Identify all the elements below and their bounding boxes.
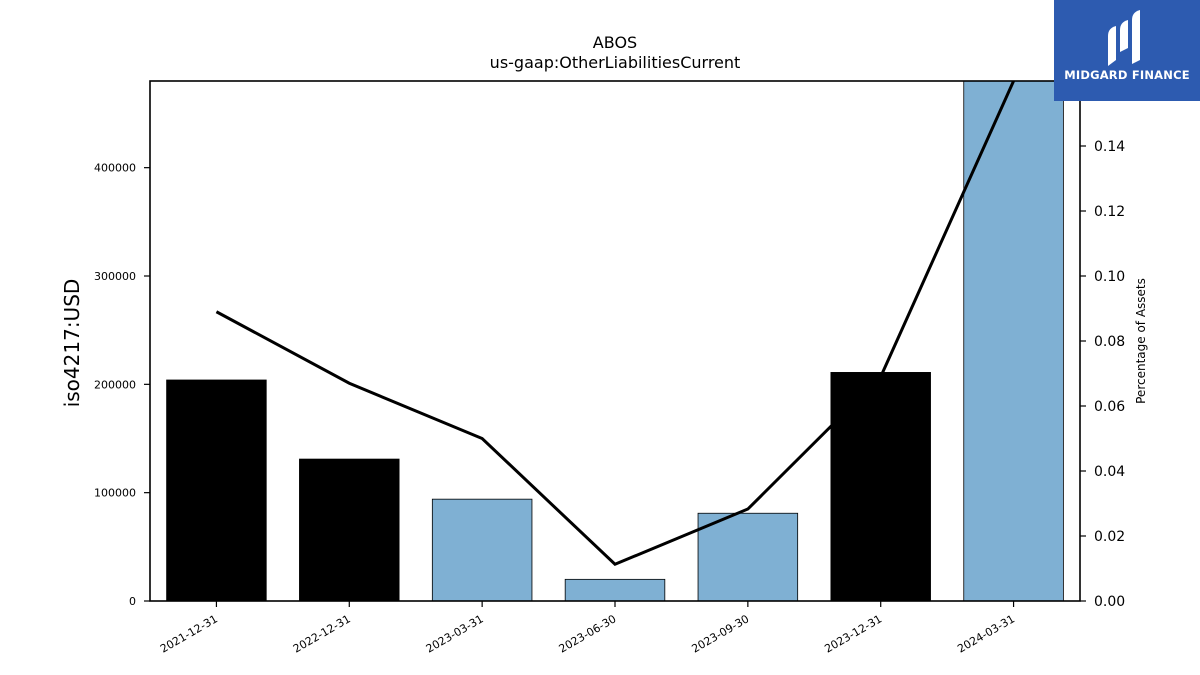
right-tick-label: 0.14 — [1094, 139, 1125, 155]
right-tick-label: 0.10 — [1094, 269, 1125, 285]
left-tick-label: 300000 — [94, 270, 136, 283]
left-tick-label: 400000 — [94, 162, 136, 175]
left-tick-label: 200000 — [94, 378, 136, 391]
left-ticks: 0 100000 200000 300000 400000 — [94, 162, 150, 608]
bar-2023-09-30 — [697, 512, 799, 602]
bar-2023-12-31 — [830, 372, 931, 602]
bar-2022-12-31 — [299, 458, 400, 602]
pct-line-layer — [215, 81, 1015, 567]
pct-of-assets-line — [215, 81, 1015, 567]
midgard-logo-icon — [1108, 10, 1140, 66]
right-tick-label: 0.08 — [1094, 334, 1125, 350]
y2-axis-label: Percentage of Assets — [1134, 278, 1148, 404]
plot-frame — [149, 80, 1081, 602]
x-tick-label: 2023-12-31 — [822, 612, 884, 655]
y-axis-label: iso4217:USD — [60, 279, 84, 408]
x-ticks: 2021-12-31 2022-12-31 2023-03-31 2023-06-30… — [158, 601, 1017, 656]
bar-2023-03-31 — [431, 498, 533, 602]
right-ticks: 0.00 0.02 0.04 0.06 0.08 0.10 0.12 0.14 — [1080, 139, 1125, 610]
left-tick-label: 0 — [129, 595, 136, 608]
brand-logo: MIDGARD FINANCE — [1054, 0, 1200, 101]
right-tick-label: 0.12 — [1094, 204, 1125, 220]
x-tick-label: 2023-06-30 — [557, 612, 619, 655]
bar-2024-03-31 — [963, 80, 1064, 602]
right-tick-label: 0.00 — [1094, 594, 1125, 610]
right-tick-label: 0.02 — [1094, 529, 1125, 545]
x-tick-label: 2024-03-31 — [955, 612, 1017, 655]
chart-title: ABOS — [593, 33, 637, 52]
x-tick-label: 2023-03-31 — [424, 612, 486, 655]
bar-2021-12-31 — [166, 379, 267, 602]
right-tick-label: 0.06 — [1094, 399, 1125, 415]
chart-subtitle: us-gaap:OtherLiabilitiesCurrent — [490, 53, 741, 72]
x-tick-label: 2022-12-31 — [291, 612, 353, 655]
x-tick-label: 2021-12-31 — [158, 612, 220, 655]
right-tick-label: 0.04 — [1094, 464, 1125, 480]
x-tick-label: 2023-09-30 — [689, 612, 751, 655]
brand-name: MIDGARD FINANCE — [1064, 68, 1190, 82]
bar-2023-06-30 — [564, 578, 666, 602]
left-tick-label: 100000 — [94, 487, 136, 500]
bars — [166, 80, 1064, 602]
